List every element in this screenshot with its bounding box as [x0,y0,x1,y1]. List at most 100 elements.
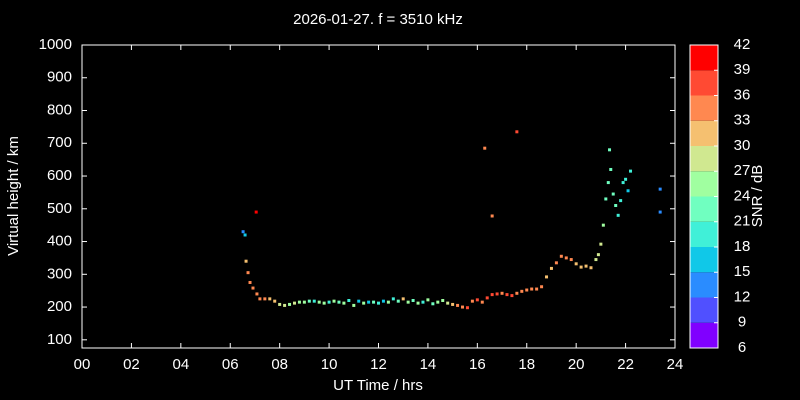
point [606,181,610,185]
point [251,286,255,290]
point [322,301,326,305]
point [525,288,529,292]
point [288,302,292,306]
point [312,299,316,303]
x-tick-label: 18 [518,356,535,373]
colorbar-swatch [690,146,718,172]
x-tick-label: 20 [568,356,585,373]
point [619,199,623,203]
point [426,298,430,302]
point [431,302,435,306]
point [483,146,487,150]
colorbar-swatch [690,120,718,146]
point [490,293,494,297]
point [475,298,479,302]
colorbar-tick-label: 27 [734,162,751,179]
point [248,280,252,284]
point [614,204,618,208]
point [416,301,420,305]
point [495,292,499,296]
point [535,287,539,291]
point [283,303,287,307]
point [515,291,519,295]
point [616,213,620,217]
point [621,181,625,185]
point [273,299,277,303]
point [609,167,613,171]
point [396,299,400,303]
colorbar-tick-label: 15 [734,263,751,280]
point [347,299,351,303]
point [241,230,245,234]
y-axis-label: Virtual height / km [5,136,22,256]
point [470,299,474,303]
colorbar-swatch [690,70,718,96]
point [372,300,376,304]
point [584,264,588,268]
point [601,223,605,227]
point [451,302,455,306]
y-tick-label: 600 [47,167,72,184]
point [263,297,267,301]
colorbar-swatch [690,171,718,197]
point [246,271,250,275]
colorbar-swatch [690,196,718,222]
point [505,293,509,297]
point [302,300,306,304]
point [255,292,259,296]
point [244,259,248,263]
point [292,301,296,305]
point [596,253,600,257]
point [357,299,361,303]
colorbar-swatch [690,247,718,273]
point [337,300,341,304]
colorbar-tick-label: 6 [738,339,746,356]
x-axis-label: UT Time / hrs [333,377,423,394]
y-tick-label: 800 [47,101,72,118]
point [658,210,662,214]
point [569,258,573,262]
colorbar-swatch [690,45,718,71]
point [515,130,519,134]
y-tick-label: 300 [47,265,72,282]
point [441,299,445,303]
point [465,306,469,310]
point [530,287,534,291]
point [307,299,311,303]
colorbar-swatch [690,272,718,298]
x-tick-label: 02 [123,356,140,373]
colorbar-swatch [690,95,718,121]
x-tick-label: 16 [469,356,486,373]
point [362,301,366,305]
point [342,301,346,305]
point [406,300,410,304]
chart-title: 2026-01-27. f = 3510 kHz [293,11,463,28]
point [510,294,514,298]
colorbar-tick-label: 42 [734,36,751,53]
x-tick-label: 10 [321,356,338,373]
point [589,266,593,270]
y-tick-label: 700 [47,134,72,151]
colorbar-tick-label: 33 [734,112,751,129]
point [579,265,583,269]
x-tick-label: 04 [172,356,189,373]
y-tick-label: 100 [47,331,72,348]
point [421,300,425,304]
point [611,192,615,196]
point [436,300,440,304]
point [461,305,465,309]
point [377,301,380,305]
point [594,258,598,262]
point [626,189,630,193]
point [574,262,578,266]
point [559,254,563,258]
x-tick-label: 00 [74,356,91,373]
point [456,303,460,307]
point [554,261,558,265]
point [268,297,272,301]
y-tick-label: 900 [47,69,72,86]
point [604,197,608,201]
point [480,300,484,304]
